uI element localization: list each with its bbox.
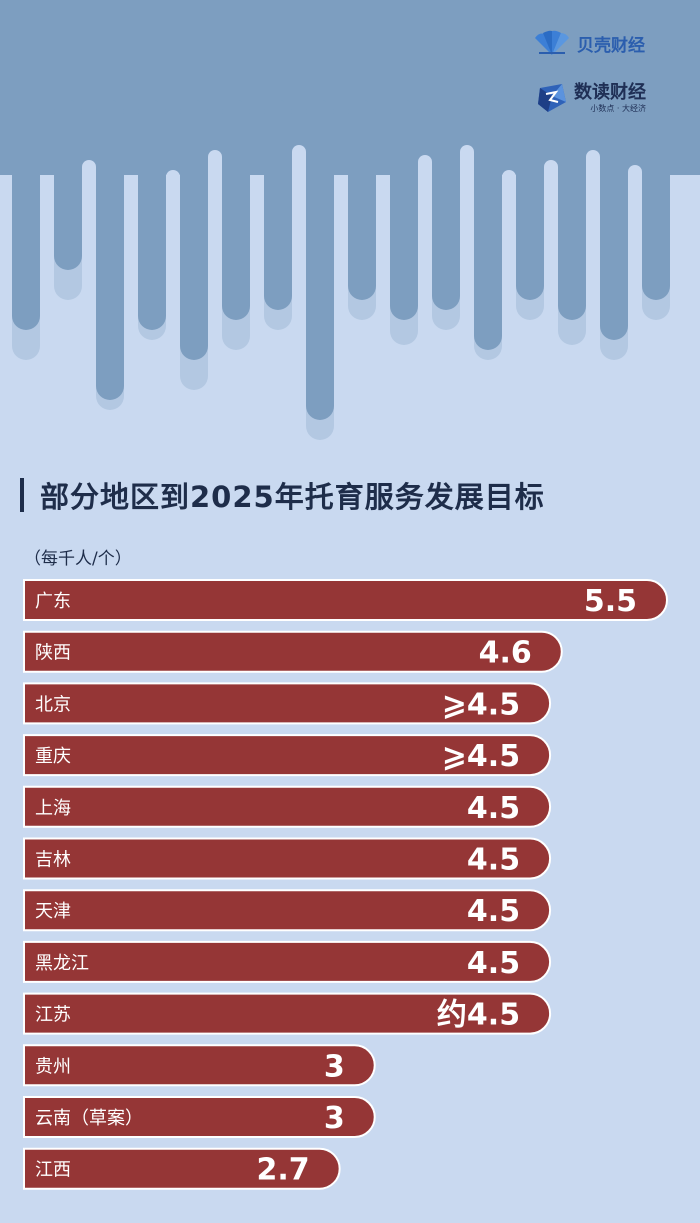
bar-category-label: 陕西 (35, 643, 71, 664)
bar-value-label: 4.5 (467, 946, 520, 981)
drip-dark (600, 100, 628, 340)
bar-category-label: 云南（草案） (35, 1108, 143, 1129)
bar-value-label: 4.5 (467, 791, 520, 826)
cube-icon (538, 84, 566, 112)
drip-gap (586, 150, 600, 450)
drip-gap (124, 175, 138, 450)
drip-gap (334, 200, 348, 450)
bar-group: 吉林 4.5 (23, 837, 552, 880)
bar-category-label: 天津 (35, 901, 71, 922)
drip-gap (166, 170, 180, 450)
drip-dark (474, 100, 502, 350)
drip-dark (432, 100, 460, 310)
drip-dark (390, 100, 418, 320)
drip-dark (222, 100, 250, 320)
decorative-drip-art (0, 0, 700, 450)
bar-value-label: 4.5 (467, 843, 520, 878)
drip-gap (418, 155, 432, 450)
bar-category-label: 北京 (35, 694, 71, 715)
drip-gap (628, 165, 642, 450)
bar-group: 贵州 3 (23, 1044, 376, 1087)
drip-dark (306, 100, 334, 420)
drip-gap (376, 185, 390, 450)
drip-dark (138, 100, 166, 330)
shudu-logo-text: 数读财经 (574, 81, 646, 103)
bar-value-label: 2.7 (256, 1153, 309, 1188)
bar-category-label: 贵州 (35, 1056, 71, 1077)
bar (23, 1044, 376, 1087)
bar-value-label: 约4.5 (437, 998, 520, 1033)
bar-group: 上海 4.5 (23, 785, 552, 828)
drip-dark (558, 100, 586, 320)
bar-group: 天津 4.5 (23, 889, 552, 932)
bar-category-label: 江苏 (35, 1005, 71, 1026)
bar-group: 北京 ⩾4.5 (23, 682, 552, 725)
bar-group: 云南（草案） 3 (23, 1096, 376, 1138)
bar-group: 陕西 4.6 (23, 630, 563, 673)
drip-gap (82, 160, 96, 450)
bar (23, 837, 552, 880)
bar (23, 1147, 341, 1190)
bar-category-label: 黑龙江 (35, 953, 89, 974)
drip-gap (460, 145, 474, 450)
bar-value-label: ⩾4.5 (442, 739, 520, 774)
drip-dark (516, 100, 544, 300)
bar-category-label: 吉林 (35, 850, 71, 871)
bar-value-label: 3 (324, 1101, 345, 1136)
bar (23, 940, 552, 983)
bar (23, 734, 552, 777)
bar (23, 1096, 376, 1138)
shudu-logo-slogan: 小数点 · 大经济 (590, 103, 646, 113)
drip-gap (544, 160, 558, 450)
shudu-logo: 数读财经 小数点 · 大经济 (536, 82, 646, 114)
bar-category-label: 广东 (35, 591, 71, 612)
drip-dark (12, 100, 40, 330)
drip-gap (502, 170, 516, 450)
bar-value-label: 5.5 (584, 584, 637, 619)
drip-dark (54, 100, 82, 270)
bar-group: 江苏 约4.5 (23, 992, 552, 1035)
title-accent-bar (20, 478, 24, 512)
bar-group: 广东 5.5 (23, 579, 668, 621)
drip-gap (292, 145, 306, 450)
bar-value-label: 4.6 (479, 636, 532, 671)
bar (23, 579, 668, 621)
unit-label: （每千人/个） (24, 549, 132, 569)
bar (23, 682, 552, 725)
beike-logo-text: 贝壳财经 (577, 35, 645, 56)
bar (23, 889, 552, 932)
bar (23, 785, 552, 828)
bar-group: 黑龙江 4.5 (23, 940, 552, 983)
drip-gap (250, 180, 264, 450)
bar-value-label: 4.5 (467, 894, 520, 929)
bar-value-label: 3 (324, 1049, 345, 1084)
beike-logo: 贝壳财经 (533, 30, 645, 56)
bar-category-label: 江西 (35, 1160, 71, 1181)
bar (23, 630, 563, 673)
bar-group: 重庆 ⩾4.5 (23, 734, 552, 777)
bar-category-label: 上海 (35, 798, 71, 819)
title-block: 部分地区到2025年托育服务发展目标 (20, 474, 545, 516)
shell-icon (535, 30, 569, 55)
drip-dark (348, 100, 376, 300)
page-title: 部分地区到2025年托育服务发展目标 (40, 480, 545, 514)
bar (23, 992, 552, 1035)
drip-dark (96, 100, 124, 400)
bar-group: 江西 2.7 (23, 1147, 341, 1190)
bar-value-label: ⩾4.5 (442, 687, 520, 722)
bar-category-label: 重庆 (35, 746, 71, 767)
drip-dark (180, 100, 208, 360)
drip-dark (642, 100, 670, 300)
drip-dark (264, 100, 292, 310)
drip-gap (40, 190, 54, 450)
drip-gap (208, 150, 222, 450)
